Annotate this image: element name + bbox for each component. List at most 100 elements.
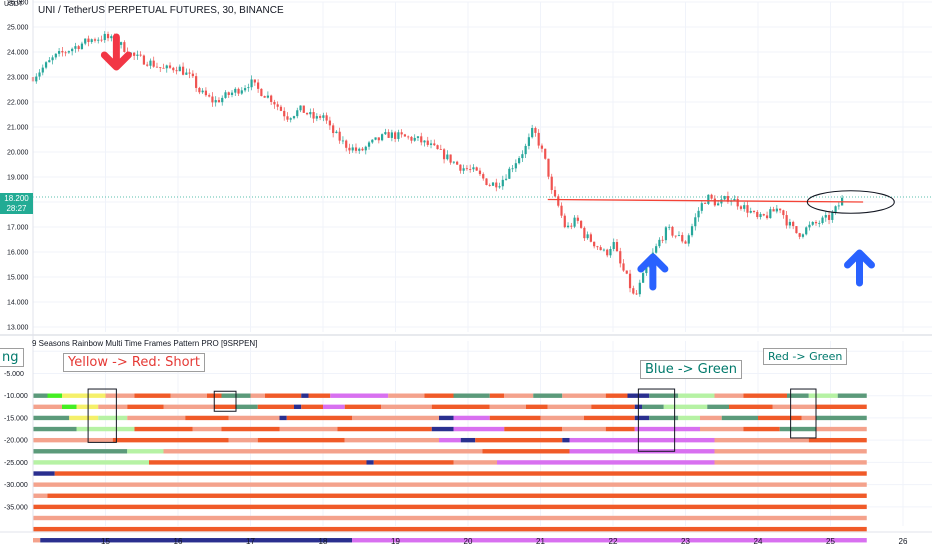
rainbow-segment [69,415,99,421]
currency-label: USDT [4,1,24,8]
candle-body [475,167,478,171]
rainbow-segment [257,404,294,410]
candle-body [296,110,299,117]
candle-body [472,167,475,170]
candle-body [655,246,658,253]
rainbow-segment [257,437,345,443]
candle-body [684,241,687,244]
candle-body [400,132,403,135]
candle-body [224,92,227,98]
pattern-box [87,388,117,443]
candle-body [97,39,100,41]
rainbow-segment [743,426,780,432]
rainbow-segment [707,404,729,410]
candle-body [240,90,243,94]
candle-body [227,92,230,95]
candle-body [726,196,730,202]
candle-body [514,163,517,169]
rainbow-segment [163,449,483,454]
rainbow-segment [33,426,77,432]
rainbow-segment [33,415,70,421]
arrow-shape [100,33,132,71]
candle-body [237,88,240,94]
rainbow-segment [62,404,77,410]
resistance-line [547,198,864,203]
candle-body [576,217,579,221]
indicator-title[interactable]: 9 Seasons Rainbow Multi Time Frames Patt… [32,339,258,348]
candle-body [48,60,51,63]
candle-body [478,170,482,175]
rainbow-segment [700,415,722,421]
y-tick-label: 13.000 [7,325,29,332]
rainbow-segment [33,526,867,532]
candle-body [374,137,377,140]
candle-body [580,220,583,228]
candle-body [364,146,367,151]
rainbow-segment [98,415,128,421]
candle-body [488,184,491,186]
y-tick-label: 21.000 [7,125,29,132]
candle-body [172,67,175,71]
rainbow-segment [649,393,679,398]
candle-body [51,57,54,61]
candle-body [312,112,315,119]
rainbow-segment [127,404,164,410]
rainbow-segment [540,415,584,421]
candle-body [214,100,217,103]
candle-body [566,225,570,228]
candle-body [818,222,821,224]
candle-body [749,210,752,213]
candle-body [175,70,178,72]
rainbow-segment [504,426,563,432]
rainbow-segment [373,460,454,465]
candle-body [299,105,302,111]
candle-body [606,249,609,256]
candle-body [178,66,181,72]
rainbow-segment [163,404,215,410]
candle-body [266,95,269,98]
candle-body [217,100,221,103]
candle-body [779,208,782,211]
candle-body [593,241,596,247]
rainbow-segment [149,460,367,465]
candle-body [707,194,710,204]
rainbow-segment [33,471,55,476]
candle-body [341,140,345,142]
candle-body [622,263,625,271]
rainbow-segment [489,404,526,410]
rainbow-segment [779,426,816,432]
candle-body [560,205,563,216]
candle-body [544,148,547,159]
pattern-box [213,390,237,412]
candle-body [759,214,762,218]
candle-body [743,205,746,209]
rainbow-segment [40,538,352,543]
candle-body [442,149,446,160]
candle-body [798,233,801,237]
rainbow-segment [33,515,867,521]
rainbow-segment [228,415,280,421]
rainbow-segment [388,393,425,398]
candle-body [527,137,530,146]
rainbow-segment [758,415,802,421]
y-tick-label: -10.000 [4,393,28,400]
y-tick-label: 25.000 [7,25,29,32]
candle-body [596,246,599,248]
candle-body [635,293,638,295]
candle-body [423,140,426,143]
candle-body [221,97,224,103]
rainbow-segment [127,449,164,454]
candle-body [671,226,674,236]
candle-body [416,136,420,138]
candle-body [328,120,331,126]
candle-body [834,206,837,213]
rainbow-segment [816,404,867,410]
x-tick-label: 20 [464,537,473,546]
rainbow-segment [562,437,570,443]
candle-body [524,145,527,155]
candle-body [106,33,110,39]
candle-body [469,169,472,170]
candle-body [273,101,276,105]
breakout-ellipse [806,190,895,214]
